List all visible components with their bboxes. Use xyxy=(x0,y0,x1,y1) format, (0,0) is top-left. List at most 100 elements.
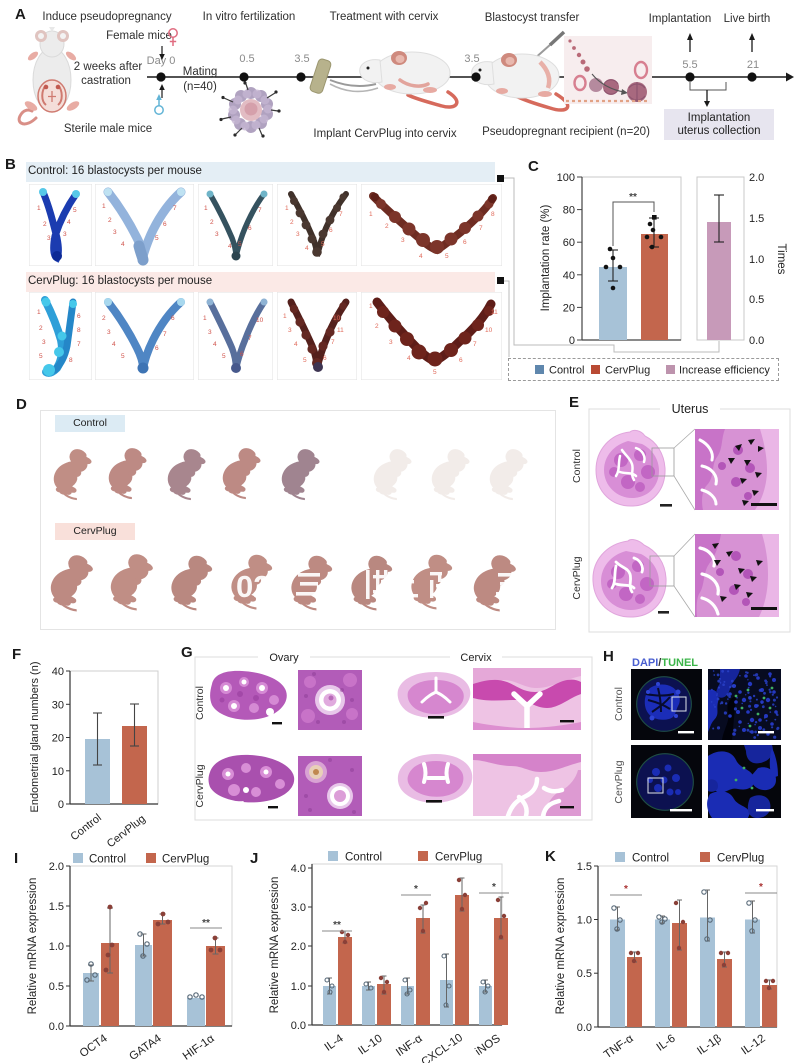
svg-text:0.5: 0.5 xyxy=(239,53,254,65)
svg-text:5.5: 5.5 xyxy=(682,59,697,71)
svg-text:10: 10 xyxy=(52,766,64,778)
svg-text:7: 7 xyxy=(248,335,252,342)
svg-text:CervPlug: CervPlug xyxy=(194,764,206,807)
svg-text:80: 80 xyxy=(563,205,575,217)
svg-text:2.0: 2.0 xyxy=(291,941,306,953)
svg-text:Ovary: Ovary xyxy=(269,652,299,664)
svg-text:3: 3 xyxy=(42,339,46,346)
svg-text:3: 3 xyxy=(63,231,67,238)
svg-text:4: 4 xyxy=(213,341,217,348)
svg-text:1.5: 1.5 xyxy=(749,213,764,225)
svg-text:4: 4 xyxy=(112,341,116,348)
svg-text:5: 5 xyxy=(238,241,242,248)
svg-text:0.5: 0.5 xyxy=(577,968,592,980)
svg-text:Female mice: Female mice xyxy=(106,30,172,42)
svg-text:3: 3 xyxy=(107,329,111,336)
svg-text:Day 0: Day 0 xyxy=(147,55,176,67)
svg-text:3: 3 xyxy=(288,327,292,334)
svg-text:6: 6 xyxy=(163,221,167,228)
svg-text:2 weeks after: 2 weeks after xyxy=(74,61,143,73)
svg-text:4: 4 xyxy=(305,245,309,252)
svg-text:Control: Control xyxy=(69,812,104,843)
svg-text:1: 1 xyxy=(203,315,207,322)
svg-text:2: 2 xyxy=(385,223,389,230)
svg-text:11: 11 xyxy=(337,327,344,334)
svg-text:40: 40 xyxy=(563,270,575,282)
svg-text:2: 2 xyxy=(39,325,43,332)
svg-text:TNF-α: TNF-α xyxy=(602,1032,636,1061)
svg-text:1.0: 1.0 xyxy=(749,254,764,266)
svg-text:Pseudopregnant recipient (n=20: Pseudopregnant recipient (n=20) xyxy=(482,126,650,138)
svg-text:0.0: 0.0 xyxy=(291,1020,306,1032)
svg-text:**: ** xyxy=(202,918,210,929)
svg-text:5: 5 xyxy=(222,353,226,360)
svg-text:2.0: 2.0 xyxy=(749,172,764,184)
svg-text:6: 6 xyxy=(240,351,244,358)
svg-text:02: 02 xyxy=(236,569,270,604)
svg-text:CervPlug: CervPlug xyxy=(605,365,650,377)
svg-text:6: 6 xyxy=(463,239,467,246)
svg-text:1: 1 xyxy=(102,203,106,210)
svg-text:0: 0 xyxy=(58,799,64,811)
svg-text:3: 3 xyxy=(215,231,219,238)
svg-text:Endometrial gland numbers (n): Endometrial gland numbers (n) xyxy=(29,661,41,812)
svg-text:Cervix: Cervix xyxy=(460,652,492,664)
svg-text:1.0: 1.0 xyxy=(49,941,64,953)
svg-text:7: 7 xyxy=(479,225,483,232)
svg-text:*: * xyxy=(759,882,763,893)
svg-text:6: 6 xyxy=(171,315,175,322)
svg-text:Implant CervPlug into cervix: Implant CervPlug into cervix xyxy=(313,128,456,140)
svg-text:8: 8 xyxy=(491,211,495,218)
svg-text:21: 21 xyxy=(747,59,759,71)
svg-text:2.0: 2.0 xyxy=(49,861,64,873)
svg-text:Increase efficiency: Increase efficiency xyxy=(679,365,770,377)
svg-text:CervPlug: CervPlug xyxy=(613,760,625,803)
svg-text:3.0: 3.0 xyxy=(291,902,306,914)
svg-text:6: 6 xyxy=(323,355,327,362)
svg-text:*: * xyxy=(492,882,496,893)
svg-text:**: ** xyxy=(333,920,341,931)
svg-text:0.0: 0.0 xyxy=(49,1021,64,1033)
svg-text:1: 1 xyxy=(37,309,41,316)
svg-text:CervPlug: CervPlug xyxy=(717,853,764,865)
svg-text:*: * xyxy=(624,884,628,895)
svg-text:5: 5 xyxy=(73,207,77,214)
svg-text:5: 5 xyxy=(321,241,325,248)
svg-text:Sterile male mice: Sterile male mice xyxy=(64,123,152,135)
svg-text:1: 1 xyxy=(204,205,208,212)
svg-text:1.0: 1.0 xyxy=(291,981,306,993)
svg-text:Control: Control xyxy=(549,365,584,377)
svg-text:5: 5 xyxy=(155,235,159,242)
svg-text:CervPlug: CervPlug xyxy=(162,854,209,866)
svg-text:5: 5 xyxy=(303,357,307,364)
svg-text:4: 4 xyxy=(67,219,71,226)
svg-text:HIF-1α: HIF-1α xyxy=(181,1032,217,1062)
svg-text:**: ** xyxy=(629,192,637,203)
svg-text:6: 6 xyxy=(248,225,252,232)
svg-text:7: 7 xyxy=(163,331,167,338)
svg-text:Control: Control xyxy=(89,854,126,866)
svg-text:4.0: 4.0 xyxy=(291,863,306,875)
svg-text:7: 7 xyxy=(339,211,343,218)
svg-text:7: 7 xyxy=(473,341,477,348)
svg-text:1: 1 xyxy=(37,205,41,212)
svg-text:4: 4 xyxy=(407,355,411,362)
svg-text:3: 3 xyxy=(113,229,117,236)
svg-text:4: 4 xyxy=(294,341,298,348)
svg-text:8: 8 xyxy=(69,357,73,364)
svg-text:1: 1 xyxy=(283,313,287,320)
svg-text:Control: Control xyxy=(345,852,382,864)
svg-text:IL-6: IL-6 xyxy=(655,1033,678,1054)
svg-text:7: 7 xyxy=(258,207,262,214)
svg-text:Relative mRNA expression: Relative mRNA expression xyxy=(555,878,567,1015)
svg-text:Control: Control xyxy=(632,853,669,865)
svg-text:Control: Control xyxy=(571,449,583,483)
svg-text:4: 4 xyxy=(121,241,125,248)
svg-text:3: 3 xyxy=(389,339,393,346)
svg-text:30: 30 xyxy=(52,699,64,711)
svg-text:5: 5 xyxy=(121,353,125,360)
svg-text:Mating: Mating xyxy=(183,66,218,78)
svg-text:2: 2 xyxy=(210,219,214,226)
svg-text:0: 0 xyxy=(569,335,575,347)
svg-text:0.0: 0.0 xyxy=(577,1022,592,1034)
